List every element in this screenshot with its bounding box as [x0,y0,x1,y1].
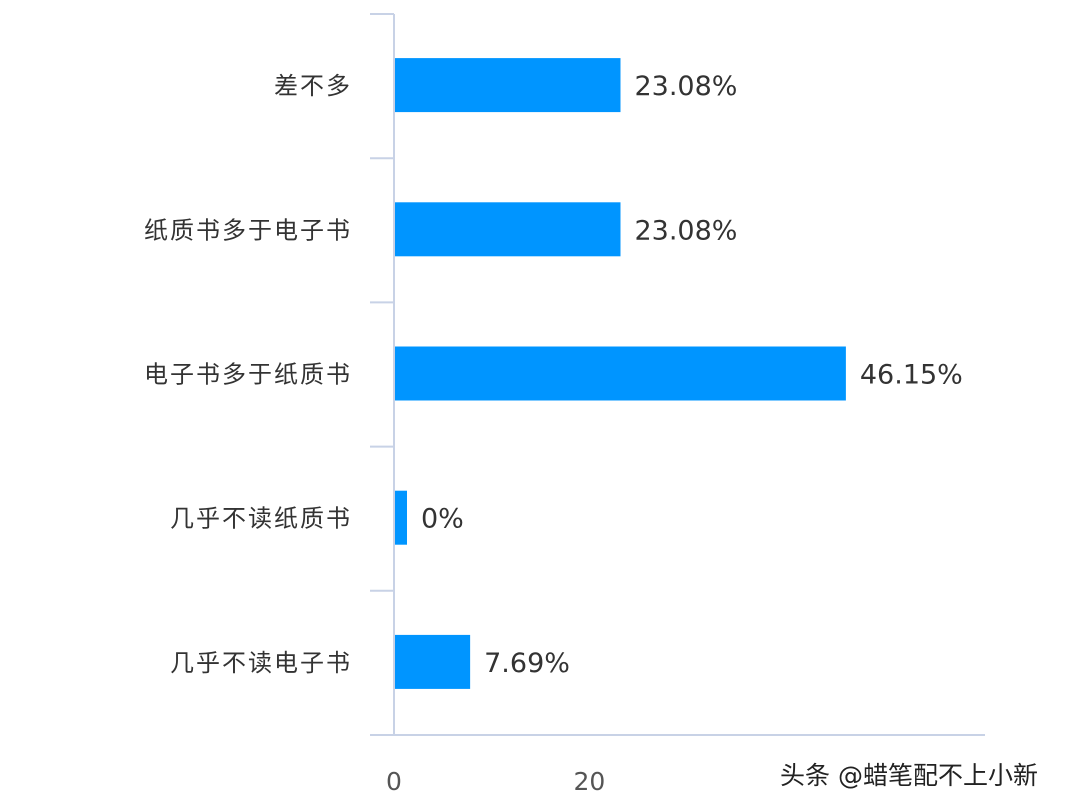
category-label: 几乎不读电子书 [170,649,352,677]
bar [395,634,471,689]
data-label: 0% [421,504,464,535]
watermark-text: 头条 @蜡笔配不上小新 [780,761,1038,790]
data-label: 23.08% [634,71,737,102]
data-label: 23.08% [634,215,737,246]
x-tick-label: 20 [573,767,605,796]
data-label: 7.69% [484,648,570,679]
category-label: 差不多 [274,72,352,100]
category-label: 电子书多于纸质书 [144,361,352,389]
x-tick-label: 0 [386,767,402,796]
bar [395,58,621,113]
bar [395,346,846,401]
category-label: 几乎不读纸质书 [170,505,352,533]
category-label: 纸质书多于电子书 [144,216,352,244]
data-label: 46.15% [860,360,963,391]
bar [395,202,621,257]
bar [395,490,407,545]
